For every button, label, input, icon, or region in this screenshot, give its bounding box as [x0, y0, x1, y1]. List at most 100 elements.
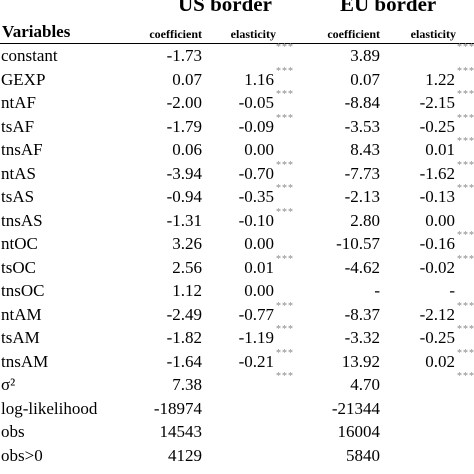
eu-coefficient: -21344 [331, 398, 380, 418]
eu-significance-stars: *** [457, 324, 474, 335]
table-row: obs>0 4129 5840 [0, 444, 474, 468]
table-row: ntAF -2.00 -0.05 *** -8.84 -2.15 *** [0, 89, 474, 115]
eu-coefficient: 3.89 [350, 46, 380, 65]
eu-coefficient: 5840 [346, 445, 380, 465]
variable-name: tnsAS [1, 210, 43, 230]
eu-coefficient: 2.80 [350, 210, 380, 230]
variable-name: tnsAF [1, 140, 43, 159]
variable-name: obs [1, 422, 25, 441]
us-elasticity-header: elasticity [230, 27, 276, 41]
eu-elasticity: -0.25 [419, 328, 455, 347]
us-significance-stars: *** [276, 159, 294, 171]
eu-significance-stars: *** [457, 136, 474, 147]
table-row: tnsOC 1.12 0.00 - - [0, 279, 474, 303]
us-coefficient-header: coefficient [149, 27, 202, 41]
us-significance-stars: *** [276, 112, 294, 124]
us-significance-stars: *** [276, 183, 294, 194]
eu-elasticity-header: elasticity [410, 27, 456, 41]
table-body: constant -1.73 *** 3.89 *** GEXP 0.07 1.… [0, 42, 474, 468]
eu-coefficient: -8.37 [344, 304, 380, 324]
variable-name: obs>0 [1, 445, 43, 465]
us-coefficient: 7.38 [172, 375, 202, 394]
us-elasticity: 0.00 [244, 281, 274, 300]
variable-name: tsAM [1, 328, 40, 347]
variable-name: GEXP [1, 69, 46, 89]
us-elasticity: 1.16 [244, 69, 274, 89]
eu-border-header: EU border [340, 0, 437, 16]
us-coefficient: 0.07 [172, 69, 202, 89]
eu-coefficient: - [374, 281, 380, 300]
variables-header: Variables [2, 22, 71, 41]
eu-coefficient: -4.62 [344, 257, 380, 277]
us-significance-stars: *** [276, 253, 294, 265]
eu-significance-stars: *** [457, 300, 474, 312]
us-elasticity: 0.00 [244, 140, 274, 159]
eu-coefficient: -3.32 [344, 328, 380, 347]
variable-name: σ² [1, 375, 16, 394]
variable-name: tnsOC [1, 281, 45, 300]
table-row: tsAM -1.82 -1.19 *** -3.32 -0.25 *** [0, 324, 474, 350]
variable-name: tsOC [1, 257, 36, 277]
eu-elasticity: -0.02 [419, 257, 455, 277]
eu-significance-stars: *** [457, 112, 474, 124]
variable-name: tsAS [1, 187, 35, 206]
us-elasticity: -0.35 [238, 187, 274, 206]
us-elasticity: -0.77 [238, 304, 274, 324]
eu-coefficient: 13.92 [341, 351, 380, 371]
us-coefficient: -1.64 [166, 351, 202, 371]
table-row: ntOC 3.26 0.00 -10.57 -0.16 *** [0, 230, 474, 256]
eu-coefficient-header: coefficient [327, 27, 380, 41]
us-elasticity: -0.70 [238, 163, 274, 183]
us-coefficient: 4129 [168, 445, 202, 465]
variable-name: log-likelihood [1, 398, 98, 418]
eu-elasticity: 1.22 [425, 69, 455, 89]
variable-name: ntAS [1, 163, 36, 183]
us-coefficient: 0.06 [172, 140, 202, 159]
us-coefficient: -3.94 [166, 163, 202, 183]
eu-coefficient: -7.73 [344, 163, 380, 183]
us-elasticity: -0.05 [238, 93, 274, 112]
table-row: ntAS -3.94 -0.70 *** -7.73 -1.62 *** [0, 159, 474, 186]
table-row: ntAM -2.49 -0.77 *** -8.37 -2.12 *** [0, 300, 474, 327]
eu-coefficient: 0.07 [350, 69, 380, 89]
eu-significance-stars: *** [457, 42, 474, 53]
eu-elasticity: 0.02 [425, 351, 455, 371]
table-row: σ² 7.38 *** 4.70 *** [0, 371, 474, 397]
us-significance-stars: *** [276, 42, 294, 53]
us-coefficient: -0.94 [166, 187, 202, 206]
us-elasticity: -0.09 [238, 116, 274, 136]
variable-name: ntAM [1, 304, 42, 324]
eu-significance-stars: *** [457, 253, 474, 265]
us-significance-stars: *** [276, 371, 294, 382]
eu-elasticity: -0.25 [419, 116, 455, 136]
us-elasticity: 0.00 [244, 234, 274, 253]
us-significance-stars: *** [276, 300, 294, 312]
us-coefficient: 1.12 [172, 281, 202, 300]
table-row: GEXP 0.07 1.16 *** 0.07 1.22 *** [0, 65, 474, 92]
variable-name: tsAF [1, 116, 35, 136]
eu-significance-stars: *** [457, 89, 474, 100]
table-row: tsOC 2.56 0.01 *** -4.62 -0.02 *** [0, 253, 474, 280]
column-header-row: Variables coefficient elasticity coeffic… [0, 20, 474, 42]
table-row: tnsAM -1.64 -0.21 *** 13.92 0.02 *** [0, 348, 474, 374]
variable-name: ntAF [1, 93, 36, 112]
us-coefficient: -2.49 [166, 304, 202, 324]
us-coefficient: 3.26 [172, 234, 202, 253]
table-row: constant -1.73 *** 3.89 *** [0, 42, 474, 68]
eu-significance-stars: *** [457, 230, 474, 241]
us-coefficient: 14543 [159, 422, 203, 441]
eu-coefficient: 16004 [337, 422, 381, 441]
table-row: tnsAS -1.31 -0.10 *** 2.80 0.00 [0, 207, 474, 233]
eu-elasticity: -0.13 [419, 187, 455, 206]
eu-elasticity: - [449, 281, 455, 300]
us-coefficient: -1.31 [166, 210, 202, 230]
eu-coefficient: -10.57 [336, 234, 380, 253]
eu-elasticity: -2.15 [419, 93, 455, 112]
eu-significance-stars: *** [457, 65, 474, 77]
eu-elasticity: 0.00 [425, 210, 455, 230]
eu-significance-stars: *** [457, 159, 474, 171]
us-coefficient: -1.82 [166, 328, 202, 347]
us-elasticity: -0.21 [238, 351, 274, 371]
eu-elasticity: -1.62 [419, 163, 455, 183]
us-coefficient: -1.79 [166, 116, 202, 136]
